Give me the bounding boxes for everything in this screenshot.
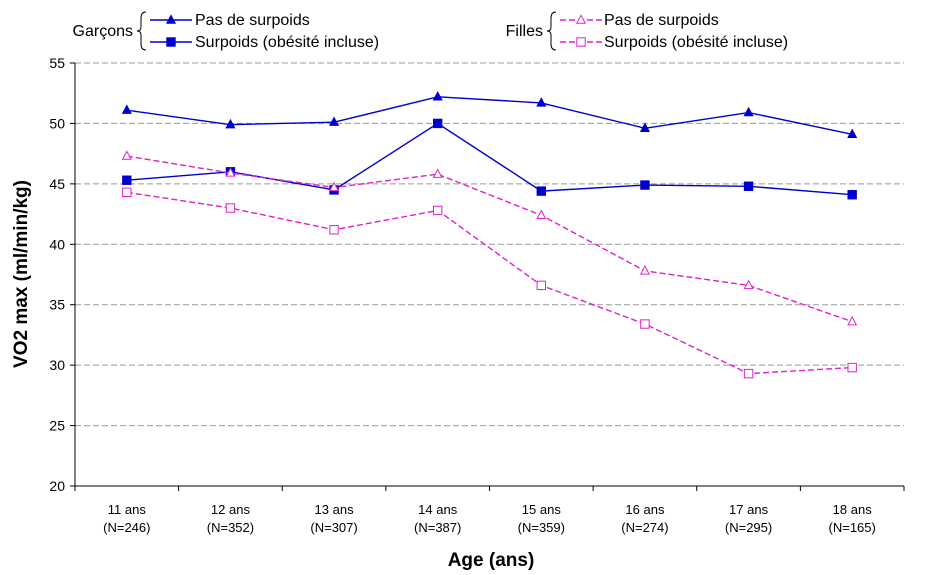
data-point [536,280,547,291]
data-point [432,168,443,178]
legend-brace [546,11,557,51]
y-tick-label: 50 [49,115,65,131]
data-point [225,167,236,177]
series-garcons-surpoids [122,118,857,200]
legend-marker [165,14,177,24]
data-point [121,150,132,160]
x-category-label: 12 ans [211,502,251,517]
legend-item-label: Pas de surpoids [195,12,310,29]
legend-marker [575,14,587,24]
x-category-label: 14 ans [418,502,458,517]
data-point [639,122,650,132]
x-category-count: (N=359) [518,520,565,535]
data-point [225,203,236,213]
legend-brace [136,11,147,51]
x-axis-title: Age (ans) [448,550,535,571]
data-point [329,181,340,192]
data-point [847,315,858,326]
legend-item-label: Surpoids (obésité incluse) [195,34,379,51]
data-point [847,190,857,200]
data-point [639,265,650,275]
data-point [743,279,754,290]
gridlines [75,62,904,427]
y-tick-label: 30 [49,357,65,373]
legend-group-label: Garçons [73,23,133,40]
series-garcons-pas-de-surpoids [121,91,858,139]
data-point [432,118,443,129]
x-category-count: (N=165) [829,520,876,535]
series-lines [121,91,858,379]
y-tick-label: 35 [49,297,65,313]
y-axis-title: VO2 max (ml/min/kg) [11,180,32,368]
series-filles-pas-de-surpoids [121,150,858,326]
y-tick-label: 25 [49,418,65,434]
data-point [536,209,547,219]
axes [70,62,905,491]
y-tick-label: 55 [49,55,65,71]
data-point [743,181,754,191]
series-filles-surpoids [122,187,857,379]
legend-item-label: Pas de surpoids [604,12,719,29]
y-tick-label: 20 [49,478,65,494]
legend-marker [166,37,176,47]
y-tick-label: 40 [49,236,65,252]
data-point [640,319,650,329]
data-point [122,187,132,198]
data-point [329,225,339,235]
data-point [536,97,547,107]
legend: Garçons Pas de surpoids Surpoids (obésité … [73,11,788,51]
legend-item-label: Surpoids (obésité incluse) [604,34,788,51]
data-point [432,205,443,216]
y-tick-label: 45 [49,176,65,192]
x-category-count: (N=307) [310,520,357,535]
data-point [432,91,443,101]
data-point [640,180,650,190]
x-category-label: 13 ans [315,502,355,517]
x-category-label: 17 ans [729,502,769,517]
data-point [847,362,857,373]
x-category-label: 11 ans [108,502,147,517]
data-point [225,118,236,129]
x-category-count: (N=246) [103,520,150,535]
series-line [126,96,853,135]
x-category-label: 18 ans [833,502,873,517]
legend-group-label: Filles [506,23,543,40]
legend-marker [576,37,586,47]
data-point [122,175,132,185]
data-point [743,106,754,117]
x-category-label: 15 ans [522,502,562,517]
x-category-labels: 11 ans (N=246) 12 ans (N=352) 13 ans (N=307) 1… [103,502,876,535]
series-line [126,191,853,375]
x-category-count: (N=295) [725,520,772,535]
data-point [743,368,754,379]
x-category-count: (N=274) [621,520,668,535]
data-point [847,128,858,139]
data-point [121,104,132,114]
x-category-label: 16 ans [625,502,665,517]
y-tick-labels: 20 25 30 35 40 45 50 55 [49,55,65,494]
data-point [329,116,340,126]
x-category-count: (N=352) [207,520,254,535]
data-point [536,186,547,196]
x-category-count: (N=387) [414,520,461,535]
series-line [126,155,853,323]
